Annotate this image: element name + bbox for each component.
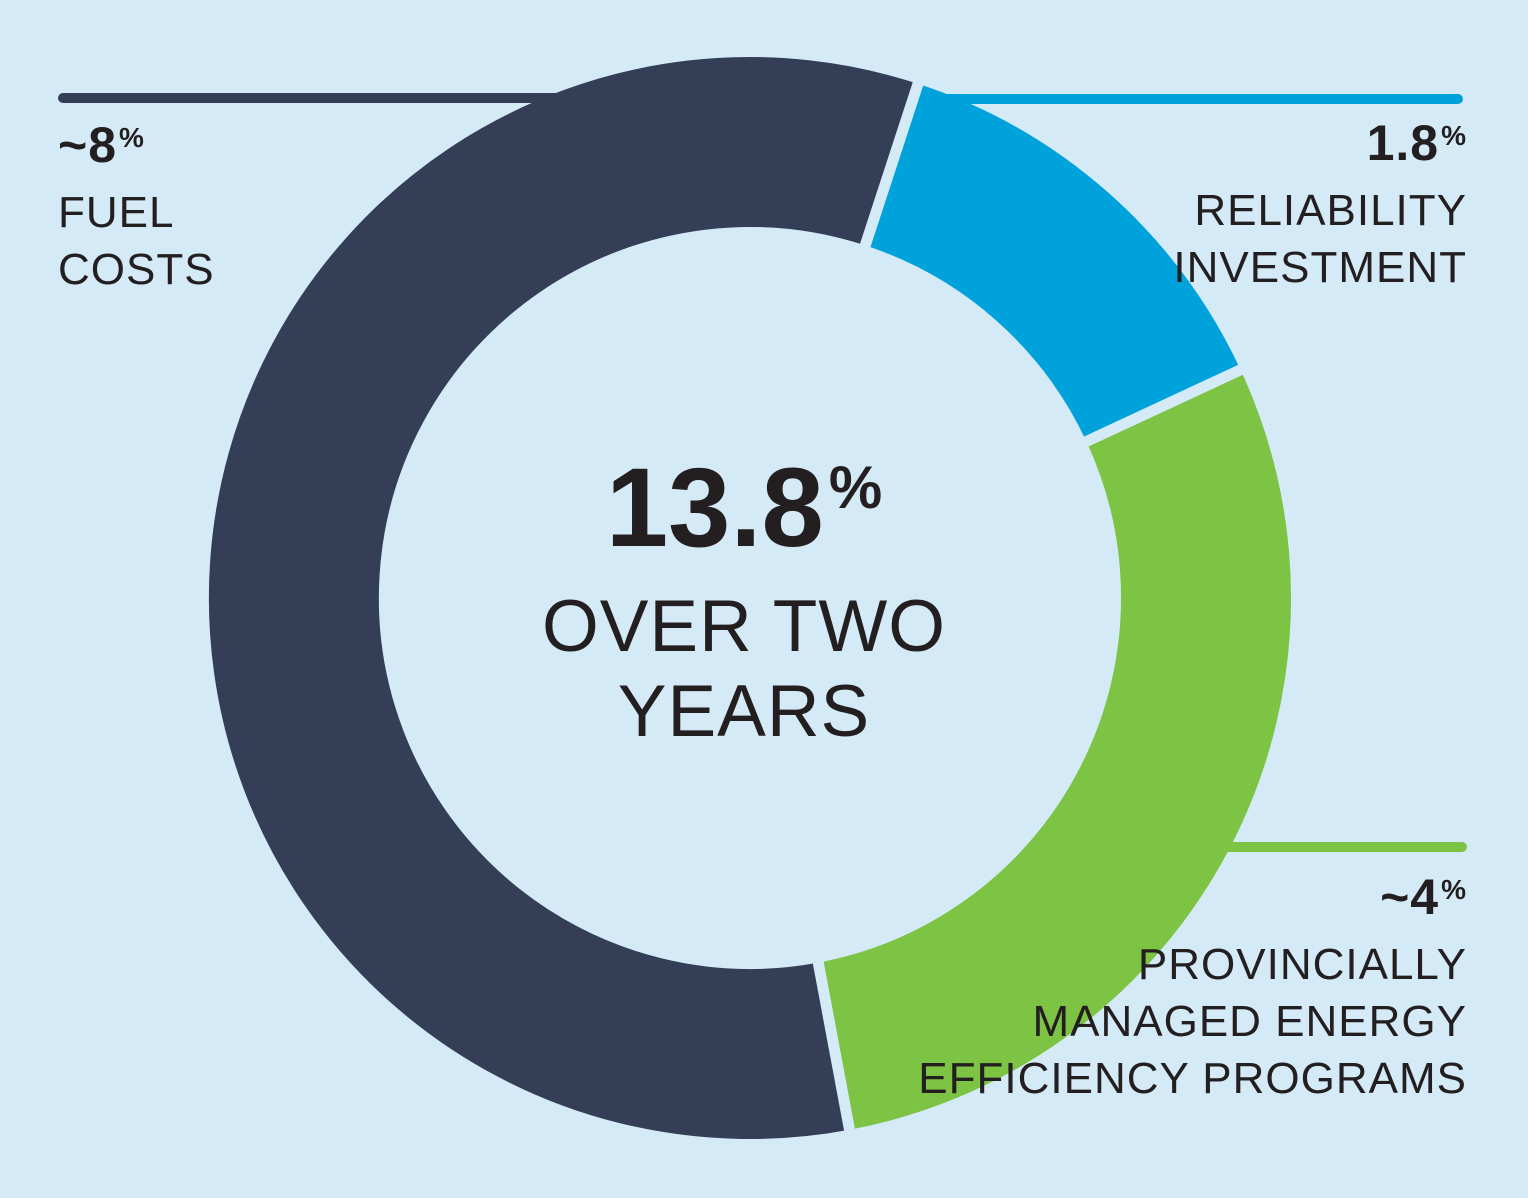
total-sublabel: OVER TWO YEARS xyxy=(444,584,1044,754)
segment-separator-2 xyxy=(1070,356,1261,453)
segment-fuel-costs xyxy=(208,57,918,1139)
label-reliability-investment: 1.8% RELIABILITY INVESTMENT xyxy=(1173,117,1467,296)
segment-separator-1 xyxy=(855,63,930,262)
total-sublabel-line2: YEARS xyxy=(617,671,871,752)
reliability-label-line1: RELIABILITY xyxy=(1194,186,1467,235)
label-fuel-costs: ~8% FUEL COSTS xyxy=(58,119,215,298)
donut-center-label: 13.8% OVER TWO YEARS xyxy=(444,452,1044,754)
percent-sign: % xyxy=(119,122,145,153)
efficiency-label-line1: PROVINCIALLY xyxy=(1137,940,1467,989)
segment-separator-0 xyxy=(810,946,859,1150)
percent-sign: % xyxy=(1441,874,1467,905)
reliability-label-line2: INVESTMENT xyxy=(1173,243,1467,292)
total-sublabel-line1: OVER TWO xyxy=(541,586,947,667)
segment-efficiency-programs xyxy=(817,369,1291,1130)
percent-sign: % xyxy=(1441,120,1467,151)
segment-reliability-investment xyxy=(864,83,1241,443)
reliability-number: 1.8 xyxy=(1366,115,1440,171)
efficiency-label-line3: EFFICIENCY PROGRAMS xyxy=(918,1054,1467,1103)
fuel-costs-label-line2: COSTS xyxy=(58,245,215,294)
total-number: 13.8 xyxy=(605,445,824,570)
reliability-value: 1.8% xyxy=(1173,117,1467,177)
fuel-costs-label-line1: FUEL xyxy=(58,188,175,237)
fuel-costs-number: ~8 xyxy=(58,117,118,173)
fuel-costs-value: ~8% xyxy=(58,119,215,179)
total-value: 13.8% xyxy=(444,452,1044,582)
efficiency-value: ~4% xyxy=(918,871,1467,931)
label-efficiency-programs: ~4% PROVINCIALLY MANAGED ENERGY EFFICIEN… xyxy=(918,871,1467,1107)
percent-sign: % xyxy=(828,454,883,521)
efficiency-number: ~4 xyxy=(1380,869,1440,925)
efficiency-label-line2: MANAGED ENERGY xyxy=(1032,997,1467,1046)
